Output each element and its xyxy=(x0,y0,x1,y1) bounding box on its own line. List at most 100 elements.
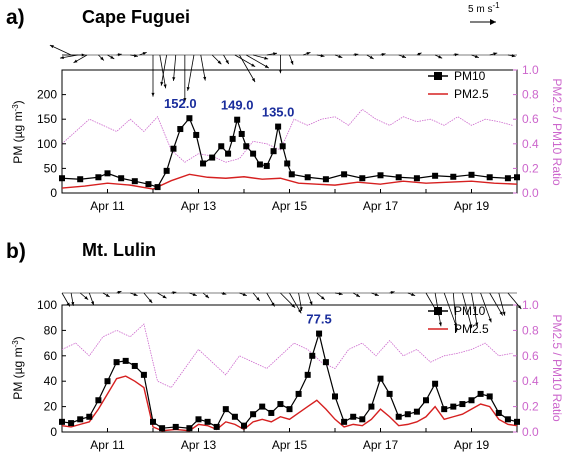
wind-arrowhead xyxy=(291,304,296,308)
wind-arrowhead xyxy=(402,54,407,58)
pm10-marker xyxy=(432,380,439,387)
pm10-marker xyxy=(377,172,384,179)
x-tick-label: Apr 19 xyxy=(454,438,490,452)
panel-a-y2label: PM2.5 / PM10 Ratio xyxy=(550,78,564,186)
x-tick-label: Apr 15 xyxy=(272,438,308,452)
pm10-marker xyxy=(95,174,102,181)
wind-arrowhead xyxy=(338,54,343,58)
pm10-marker xyxy=(186,115,193,122)
wind-vector xyxy=(187,54,195,91)
pm25-series-line xyxy=(61,375,518,432)
panel-b-pm10-line xyxy=(59,330,520,432)
pm10-marker xyxy=(309,352,316,359)
panel-b-station: Mt. Lulin xyxy=(82,240,156,260)
y2-tick-label: 0.0 xyxy=(522,425,539,439)
wind-arrowhead xyxy=(222,291,227,295)
panel-a-legend: PM10 PM2.5 xyxy=(428,69,489,101)
panel-a-ylabel: PM (µg m-3) xyxy=(11,100,25,163)
x-tick-label: Apr 13 xyxy=(181,438,217,452)
pm10-marker xyxy=(213,423,220,430)
pm10-marker xyxy=(104,378,111,385)
pm10-marker xyxy=(332,393,338,400)
x-tick-label: Apr 19 xyxy=(454,199,490,213)
panel-a-annotations: 152.0 149.0 135.0 xyxy=(164,96,294,119)
pm10-marker xyxy=(256,161,263,168)
pm10-marker xyxy=(86,413,93,420)
wind-vector xyxy=(480,292,492,323)
pm10-marker xyxy=(200,160,207,167)
pm10-marker xyxy=(159,425,166,432)
wind-vector xyxy=(239,54,256,83)
wind-arrowhead xyxy=(381,53,386,57)
pm10-marker xyxy=(193,131,200,138)
y2-tick-label: 0.8 xyxy=(522,323,539,337)
pm10-marker xyxy=(250,411,257,418)
wind-arrowhead xyxy=(163,84,167,89)
wind-vector xyxy=(159,54,167,89)
panel-b-pm25-line xyxy=(61,375,518,432)
wind-arrowhead xyxy=(134,54,138,58)
pm10-marker xyxy=(243,143,250,150)
pm10-marker xyxy=(341,171,348,178)
pm10-marker xyxy=(218,143,225,150)
y2-tick-label: 1.0 xyxy=(522,298,539,312)
pm10-marker xyxy=(377,375,384,382)
pm10-marker xyxy=(279,143,286,150)
panel-a-yticks: 0 50 100 150 200 xyxy=(37,88,66,200)
y2-tick-label: 0.2 xyxy=(522,161,539,175)
wind-vector xyxy=(49,44,72,56)
pm10-marker xyxy=(234,116,241,123)
wind-vector xyxy=(452,292,458,332)
wind-arrowhead xyxy=(511,54,516,58)
wind-arrowhead xyxy=(251,63,256,67)
y2-tick-label: 0.6 xyxy=(522,349,539,363)
panel-a-station: Cape Fuguei xyxy=(82,7,190,27)
wind-scale: 5 m s-1 xyxy=(468,1,500,25)
pm10-marker xyxy=(350,413,357,420)
y-tick-label: 200 xyxy=(37,88,57,102)
wind-arrowhead xyxy=(320,296,325,300)
panel-a-legend-pm10: PM10 xyxy=(454,69,486,83)
wind-arrowhead xyxy=(91,301,94,306)
panel-a: a) Cape Fuguei 0 50 100 150 200 0.0 0.2 0.4 0.6… xyxy=(6,6,564,213)
wind-arrowhead xyxy=(298,309,302,314)
panel-b-y2ticks: 0.0 0.2 0.4 0.6 0.8 1.0 xyxy=(513,298,539,439)
peak-annotation: 135.0 xyxy=(262,105,295,120)
wind-arrowhead xyxy=(488,318,492,323)
wind-arrowhead xyxy=(502,311,506,316)
pm10-marker xyxy=(231,413,238,420)
wind-arrowhead xyxy=(217,60,222,65)
wind-arrowhead xyxy=(172,77,176,81)
wind-arrowhead xyxy=(203,76,207,81)
pm10-marker xyxy=(514,174,520,181)
pm10-marker xyxy=(477,390,484,397)
x-tick-label: Apr 17 xyxy=(363,438,399,452)
wind-arrowhead xyxy=(264,56,269,60)
y-tick-label: 20 xyxy=(44,400,58,414)
pm10-marker xyxy=(225,150,232,157)
pm10-marker xyxy=(259,403,266,410)
pm10-marker xyxy=(222,406,229,413)
pm10-marker xyxy=(423,397,429,404)
wind-arrowhead xyxy=(517,305,522,309)
wind-arrowhead xyxy=(183,98,187,102)
wind-arrowhead xyxy=(192,292,197,296)
pm10-marker xyxy=(163,167,170,174)
wind-arrowhead xyxy=(469,324,473,329)
panel-a-legend-pm10-marker xyxy=(434,72,442,80)
pm10-marker xyxy=(145,181,152,188)
wind-vector xyxy=(234,54,256,68)
panel-b-ratio-line xyxy=(61,323,513,389)
wind-arrowhead xyxy=(299,307,303,311)
wind-arrowhead xyxy=(49,45,54,49)
wind-arrowhead xyxy=(493,52,498,56)
pm10-marker xyxy=(504,416,511,423)
pm10-marker xyxy=(122,357,129,364)
pm10-marker xyxy=(322,176,329,183)
wind-arrowhead xyxy=(142,52,147,56)
pm10-marker xyxy=(195,416,202,423)
wind-arrowhead xyxy=(306,52,311,56)
wind-vector xyxy=(443,292,458,328)
wind-arrowhead xyxy=(225,60,229,65)
